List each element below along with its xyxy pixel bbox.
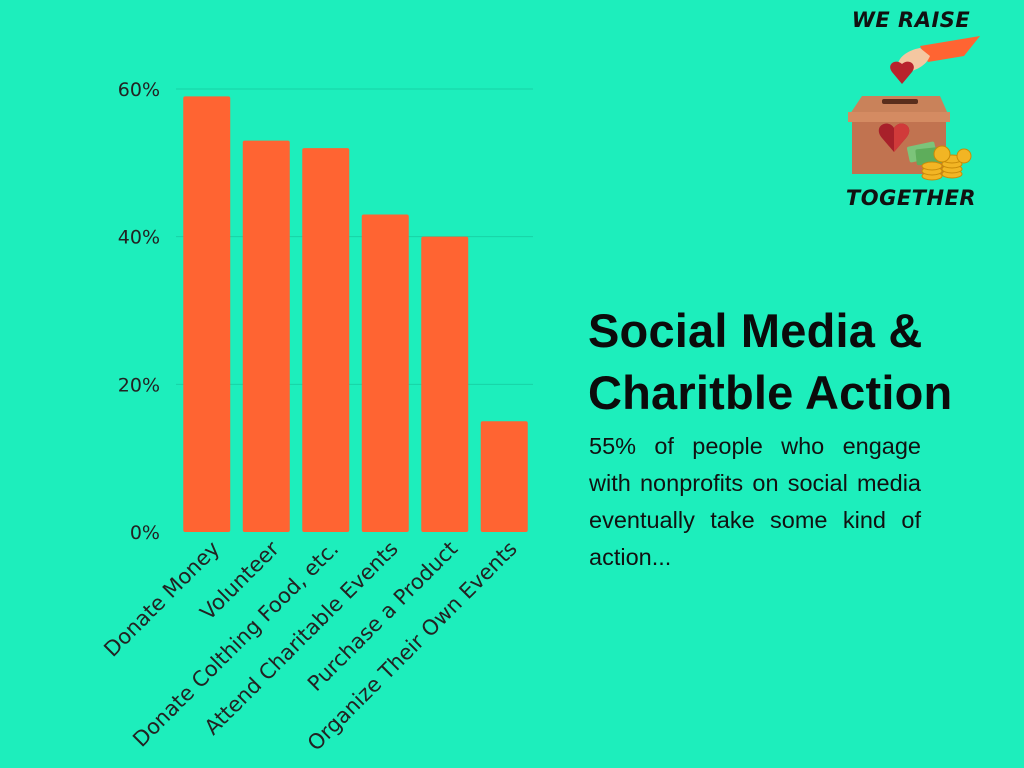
y-tick-label: 0% (130, 522, 160, 544)
body-text: 55% of people who engage with nonprofits… (589, 433, 921, 570)
chart-bars (183, 96, 528, 533)
logo-top-text: WE RAISE (851, 8, 971, 32)
y-axis-tick-labels: 0% 20% 40% 60% (118, 79, 160, 544)
title-line-2: Charitble Action (588, 366, 953, 419)
chart-gridlines (176, 88, 533, 385)
page-title: Social Media & Charitble Action (588, 300, 952, 424)
logo-bottom-text: TOGETHER (845, 186, 977, 210)
bar-2 (302, 148, 350, 533)
we-raise-together-logo: WE RAISE TOGETHER (836, 4, 986, 216)
y-tick-label: 20% (118, 374, 160, 396)
bar-4 (421, 236, 469, 532)
title-line-1: Social Media & (588, 304, 923, 357)
y-tick-label: 40% (118, 227, 160, 249)
bar-0 (183, 96, 231, 532)
y-tick-label: 60% (118, 79, 160, 101)
bar-5 (480, 421, 528, 532)
donation-box-icon (848, 36, 980, 181)
bar-3 (361, 214, 409, 532)
bar-1 (242, 140, 290, 532)
bar-chart: 0% 20% 40% 60% Donate MoneyVolunteerDonate … (99, 79, 533, 756)
